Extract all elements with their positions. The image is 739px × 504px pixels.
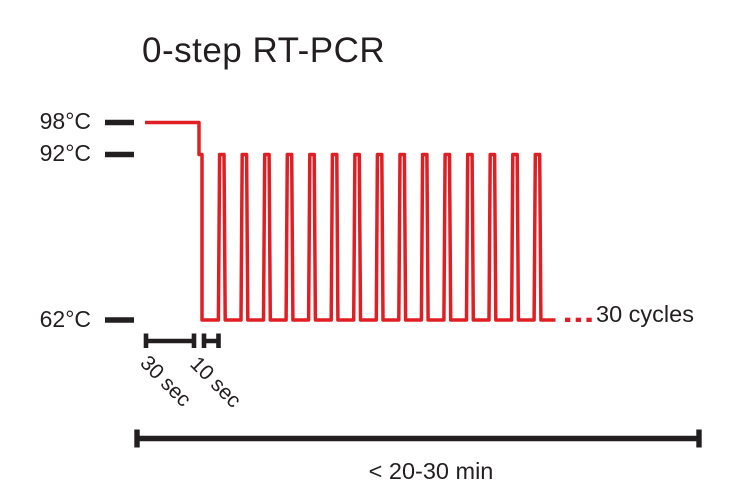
temp-label-98c: 98°C bbox=[39, 108, 91, 134]
axis-tick-92c bbox=[105, 151, 134, 158]
ellipsis-dot bbox=[586, 317, 592, 322]
ellipsis-dot bbox=[575, 317, 581, 322]
temperature-profile-line bbox=[145, 120, 556, 322]
axis-tick-98c bbox=[105, 119, 134, 126]
duration-bracket-10sec bbox=[201, 333, 221, 348]
duration-bracket-30sec bbox=[143, 333, 197, 348]
ellipsis-dots bbox=[565, 317, 592, 322]
ellipsis-dot bbox=[565, 317, 571, 322]
temp-label-62c: 62°C bbox=[39, 306, 91, 332]
cycles-count-label: 30 cycles bbox=[596, 301, 694, 327]
figure-title: 0-step RT-PCR bbox=[142, 31, 386, 70]
axis-ticks bbox=[105, 119, 134, 323]
axis-tick-62c bbox=[105, 317, 134, 323]
total-runtime-label: < 20-30 min bbox=[368, 458, 494, 484]
temp-label-92c: 92°C bbox=[39, 140, 91, 166]
total-time-bracket bbox=[134, 429, 702, 448]
